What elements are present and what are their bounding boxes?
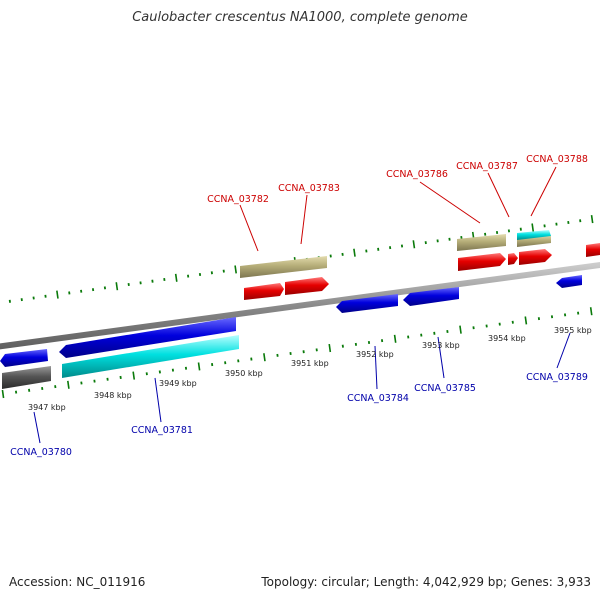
kbp-tick-label: 3952 kbp [356,350,394,359]
gene-label: CCNA_03781 [131,425,193,436]
major-tick [589,307,593,316]
cds-feature [458,253,506,271]
forward-cds-row [244,243,600,300]
major-tick [1,389,5,399]
reverse-gene-row [0,275,582,367]
major-tick [67,380,70,389]
reverse-label-leaders [33,332,571,444]
kbp-tick-label: 3953 kbp [422,341,460,350]
leader-line [300,194,308,245]
forward-gene-row [240,234,551,278]
kbp-tick-label: 3948 kbp [94,391,132,400]
gene-feature [59,317,236,358]
cds-feature [519,249,552,265]
leader-line [154,377,162,423]
cds-feature [244,283,284,300]
rna-feature [62,335,239,378]
gene-feature [240,256,327,278]
kbp-tick-label: 3955 kbp [554,326,592,335]
gene-label: CCNA_03787 [456,161,518,172]
major-tick [174,273,178,282]
major-tick [234,265,237,274]
leader-line [556,332,571,369]
kbp-tick-label: 3951 kbp [291,359,329,368]
gene-feature [556,275,582,288]
kbp-tick-label: 3954 kbp [488,334,526,343]
gene-label: CCNA_03784 [347,393,409,404]
gene-feature [336,294,398,313]
cds-feature [285,277,329,295]
pseudo-feature [2,366,51,389]
leader-line [487,172,510,218]
major-tick [590,215,594,224]
major-tick [132,371,136,380]
accession-text: Accession: NC_011916 [9,575,146,589]
gene-feature [403,287,459,306]
major-tick [353,248,356,257]
gene-feature [0,349,48,367]
kbp-tick-label: 3949 kbp [159,379,197,388]
genome-title: Caulobacter crescentus NA1000, complete … [132,10,468,25]
gene-label: CCNA_03788 [526,154,588,165]
leader-line [374,345,378,390]
gene-label: CCNA_03783 [278,183,340,194]
rna-feature [517,230,551,240]
major-tick [115,282,119,291]
genome-backbone [0,262,600,350]
leader-line [33,411,41,444]
major-tick [197,362,201,371]
gene-label: CCNA_03782 [207,194,269,205]
gene-feature [457,234,506,251]
cds-feature [586,243,600,257]
major-tick [328,343,332,353]
leader-line [239,204,259,252]
kbp-tick-label: 3947 kbp [28,403,66,412]
major-tick [524,316,528,325]
gene-label: CCNA_03780 [10,447,72,458]
forward-label-leaders [239,166,557,252]
major-tick [263,353,266,362]
genome-info-text: Topology: circular; Length: 4,042,929 bp… [261,575,591,589]
major-tick [56,290,59,299]
gene-label: CCNA_03789 [526,372,588,383]
leader-line [530,166,557,217]
cds-feature [508,253,518,265]
kbp-tick-label: 3950 kbp [225,369,263,378]
gene-label: CCNA_03786 [386,169,448,180]
major-tick [531,223,535,232]
leader-line [419,181,481,224]
major-tick [412,240,416,249]
leader-line [437,336,445,379]
major-tick [393,334,397,343]
major-tick [459,325,462,334]
gene-label: CCNA_03785 [414,383,476,394]
lower-tick-row [1,307,593,399]
